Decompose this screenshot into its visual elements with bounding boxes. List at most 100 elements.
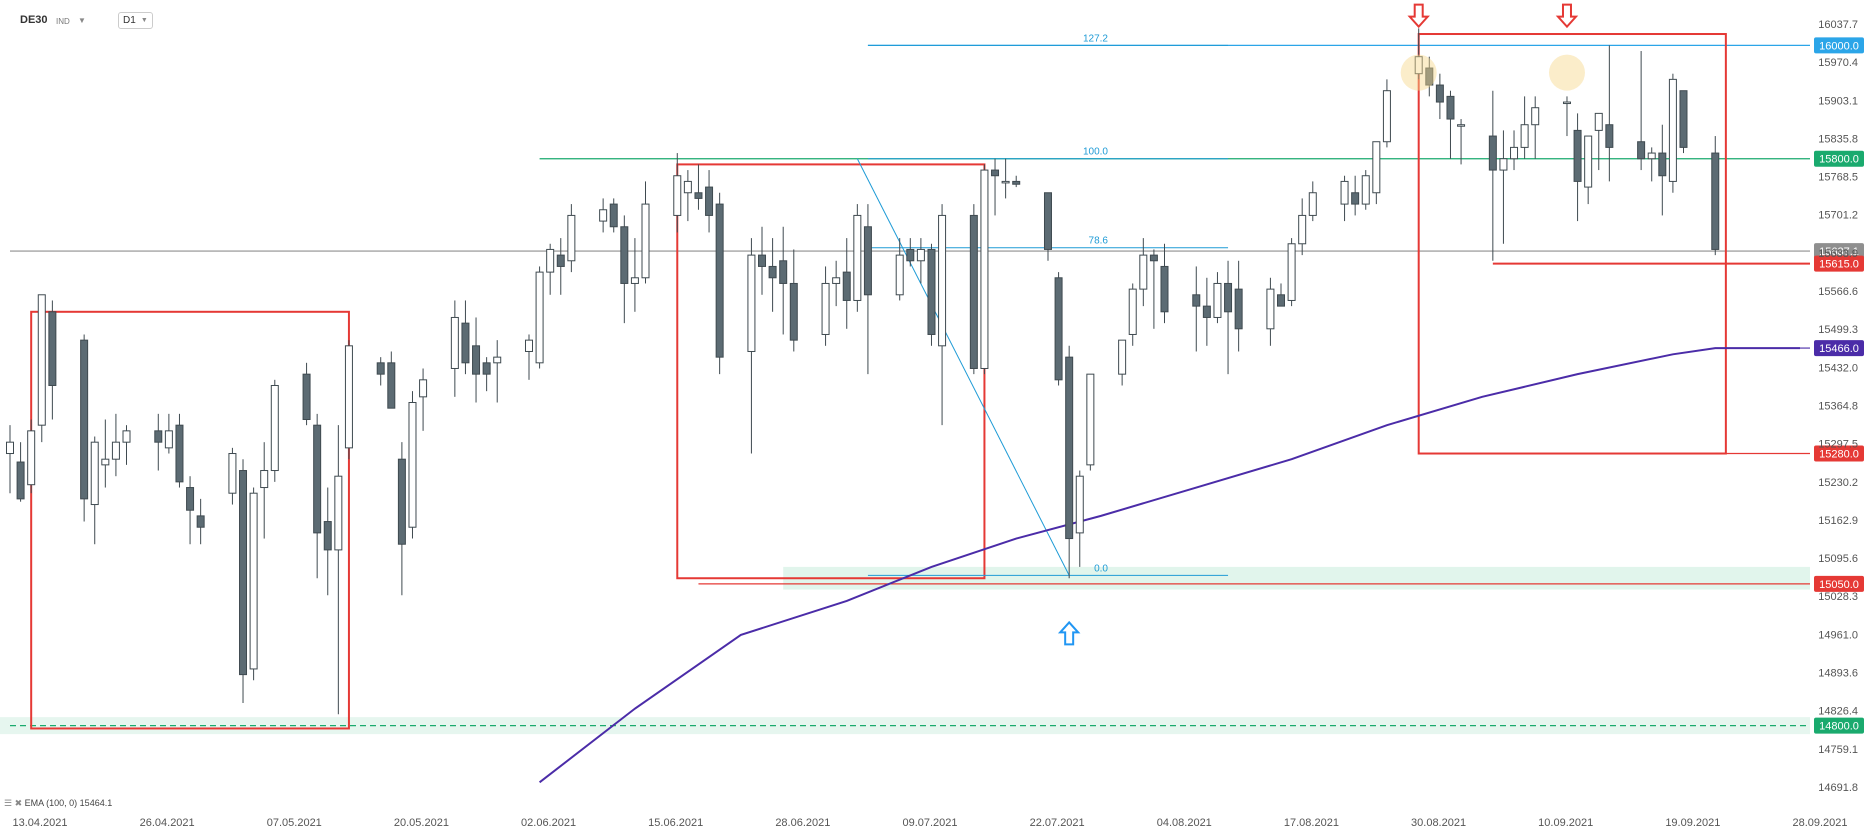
candle-body xyxy=(546,248,555,273)
candle-body xyxy=(1075,475,1084,534)
candle-body xyxy=(1488,135,1497,171)
chevron-down-icon[interactable]: ▼ xyxy=(78,16,86,25)
price-label-bg xyxy=(1814,340,1864,357)
candle-body xyxy=(154,430,163,443)
candle-body xyxy=(101,458,110,466)
candle-body xyxy=(270,384,279,472)
candle-body xyxy=(80,339,89,500)
candle-body xyxy=(1192,294,1201,307)
candle-body xyxy=(472,345,481,375)
candle-body xyxy=(1065,356,1074,540)
x-tick-label: 15.06.2021 xyxy=(648,817,703,829)
y-tick-label: 16037.7 xyxy=(1818,19,1858,31)
fib-level-label: 0.0 xyxy=(1094,563,1108,574)
candle-body xyxy=(1510,146,1519,160)
candle-body xyxy=(1637,141,1646,160)
fib-level-label: 127.2 xyxy=(1083,33,1108,44)
candle-body xyxy=(1340,180,1349,205)
candle-body xyxy=(1531,107,1540,126)
timeframe-select[interactable]: D1 ▼ xyxy=(118,12,153,29)
timeframe-value: D1 xyxy=(123,15,136,26)
arrow-down-icon xyxy=(1555,3,1579,29)
candle-body xyxy=(90,441,99,506)
x-tick-label: 07.05.2021 xyxy=(267,817,322,829)
range-box xyxy=(30,310,350,730)
candle-body xyxy=(853,214,862,301)
candle-body xyxy=(408,402,417,528)
chevron-down-icon: ▼ xyxy=(140,17,148,24)
y-tick-label: 15162.9 xyxy=(1818,515,1858,527)
fib-level-label: 100.0 xyxy=(1083,147,1108,158)
range-box xyxy=(1417,33,1727,455)
y-tick-label: 15768.5 xyxy=(1818,172,1858,184)
candle-body xyxy=(122,430,131,443)
price-label: 15800.0 xyxy=(1819,154,1859,166)
price-label: 14800.0 xyxy=(1819,721,1859,733)
candle-body xyxy=(535,271,544,364)
y-tick-label: 15432.0 xyxy=(1818,362,1858,374)
arrow-up-icon xyxy=(1057,620,1081,646)
candle-body xyxy=(969,214,978,369)
candle-body xyxy=(1160,265,1169,313)
candle-body xyxy=(48,311,57,386)
candle-body xyxy=(980,169,989,369)
candle-body xyxy=(27,430,36,486)
candle-body xyxy=(6,441,14,455)
price-label-bg xyxy=(1814,243,1864,260)
candle-body xyxy=(938,214,947,347)
candle-body xyxy=(673,175,682,216)
y-tick-label: 14759.1 xyxy=(1818,744,1858,756)
candle-body xyxy=(376,362,385,375)
candle-body xyxy=(1287,243,1296,301)
y-tick-label: 15297.5 xyxy=(1818,439,1858,451)
arrow-down-icon xyxy=(1407,3,1430,29)
candle-body xyxy=(1277,294,1286,307)
candle-body xyxy=(1584,135,1593,188)
highlight-circle xyxy=(1548,54,1585,91)
candle-body xyxy=(1086,373,1095,466)
candle-body xyxy=(779,260,788,284)
candle-body xyxy=(895,254,904,296)
ema-legend[interactable]: ☰ ✖ EMA (100, 0) 15464.1 xyxy=(4,798,112,809)
y-tick-label: 14691.8 xyxy=(1818,782,1858,794)
x-tick-label: 17.08.2021 xyxy=(1284,817,1339,829)
x-tick-label: 28.09.2021 xyxy=(1792,817,1847,829)
price-label-bg xyxy=(1814,37,1864,54)
candle-body xyxy=(842,271,851,301)
candle-body xyxy=(1266,288,1275,330)
candle-body xyxy=(249,492,258,670)
candle-body xyxy=(260,470,269,489)
x-tick-label: 30.08.2021 xyxy=(1411,817,1466,829)
price-label: 15280.0 xyxy=(1819,449,1859,461)
price-label: 15637.1 xyxy=(1819,246,1859,258)
ema-line xyxy=(538,347,1800,784)
candle-body xyxy=(1668,78,1677,182)
symbol-label[interactable]: DE30 xyxy=(20,14,48,26)
candle-body xyxy=(524,339,533,352)
y-tick-label: 15028.3 xyxy=(1818,591,1858,603)
candle-body xyxy=(239,470,248,676)
candle-body xyxy=(1435,84,1444,103)
x-tick-label: 22.07.2021 xyxy=(1030,817,1085,829)
close-icon[interactable]: ✖ xyxy=(14,798,23,808)
price-label-bg xyxy=(1814,717,1864,734)
candle-body xyxy=(641,203,650,279)
candle-body xyxy=(37,294,46,426)
candle-body xyxy=(1139,254,1148,290)
candle-body xyxy=(111,441,120,460)
candle-body xyxy=(1234,288,1243,330)
price-label-bg xyxy=(1814,575,1864,592)
candle-body xyxy=(1361,175,1370,205)
x-tick-label: 09.07.2021 xyxy=(902,817,957,829)
legend-settings-icon[interactable]: ☰ xyxy=(4,798,13,808)
candle-body xyxy=(863,226,872,296)
candle-body xyxy=(419,379,428,398)
candle-body xyxy=(789,282,798,341)
candle-body xyxy=(694,192,703,199)
candle-body xyxy=(768,265,777,279)
candle-body xyxy=(196,515,205,528)
candle-body xyxy=(302,373,311,421)
y-tick-label: 15903.1 xyxy=(1818,95,1858,107)
candle-body xyxy=(164,430,173,449)
